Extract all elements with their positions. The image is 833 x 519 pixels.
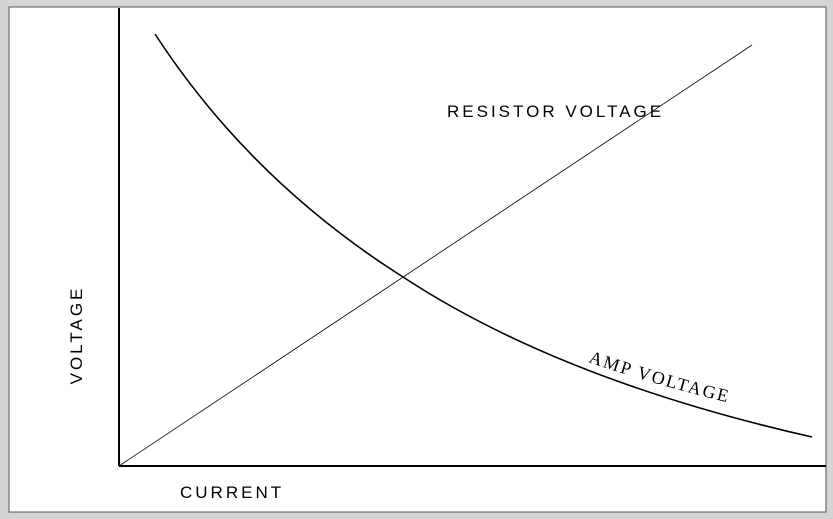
resistor-label: RESISTOR VOLTAGE xyxy=(447,102,664,121)
y-axis-label: VOLTAGE xyxy=(67,286,86,385)
x-axis-label: CURRENT xyxy=(180,483,284,502)
resistor-line xyxy=(118,44,753,467)
panel xyxy=(8,6,827,513)
amp-curve xyxy=(154,33,813,438)
